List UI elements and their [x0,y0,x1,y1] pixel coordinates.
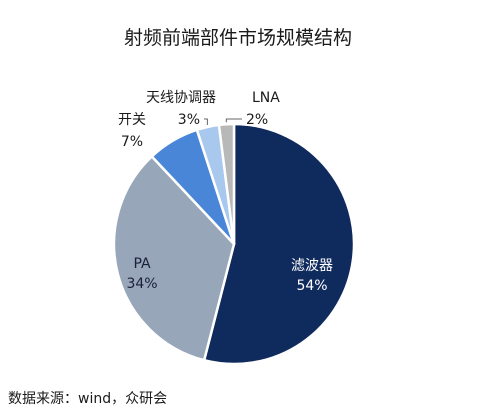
slice-labels: 滤波器 54% PA 34% 开关 7% 天线协调器 3% LNA 2% [118,90,333,294]
pie-slice [202,122,356,366]
slice-label-value: 3% [178,112,200,128]
pie-slice [217,122,236,246]
slice-label-name: 开关 [118,112,146,128]
source-note: 数据来源：wind，众研会 [8,391,168,407]
slice-label-name: PA [133,256,151,272]
leader-lines [204,118,242,125]
leader-line [204,118,208,125]
pie-slice [112,155,236,362]
slice-label-name: LNA [252,90,280,106]
slice-label-value: 54% [296,278,327,294]
chart-title: 射频前端部件市场规模结构 [124,27,352,49]
pie-slices [112,122,356,366]
slice-label-value: 7% [121,134,143,150]
slice-label-name: 天线协调器 [146,90,216,106]
leader-line [225,118,242,123]
slice-label-value: 34% [126,276,157,292]
slice-label-name: 滤波器 [291,258,333,274]
slice-label-value: 2% [246,112,268,128]
